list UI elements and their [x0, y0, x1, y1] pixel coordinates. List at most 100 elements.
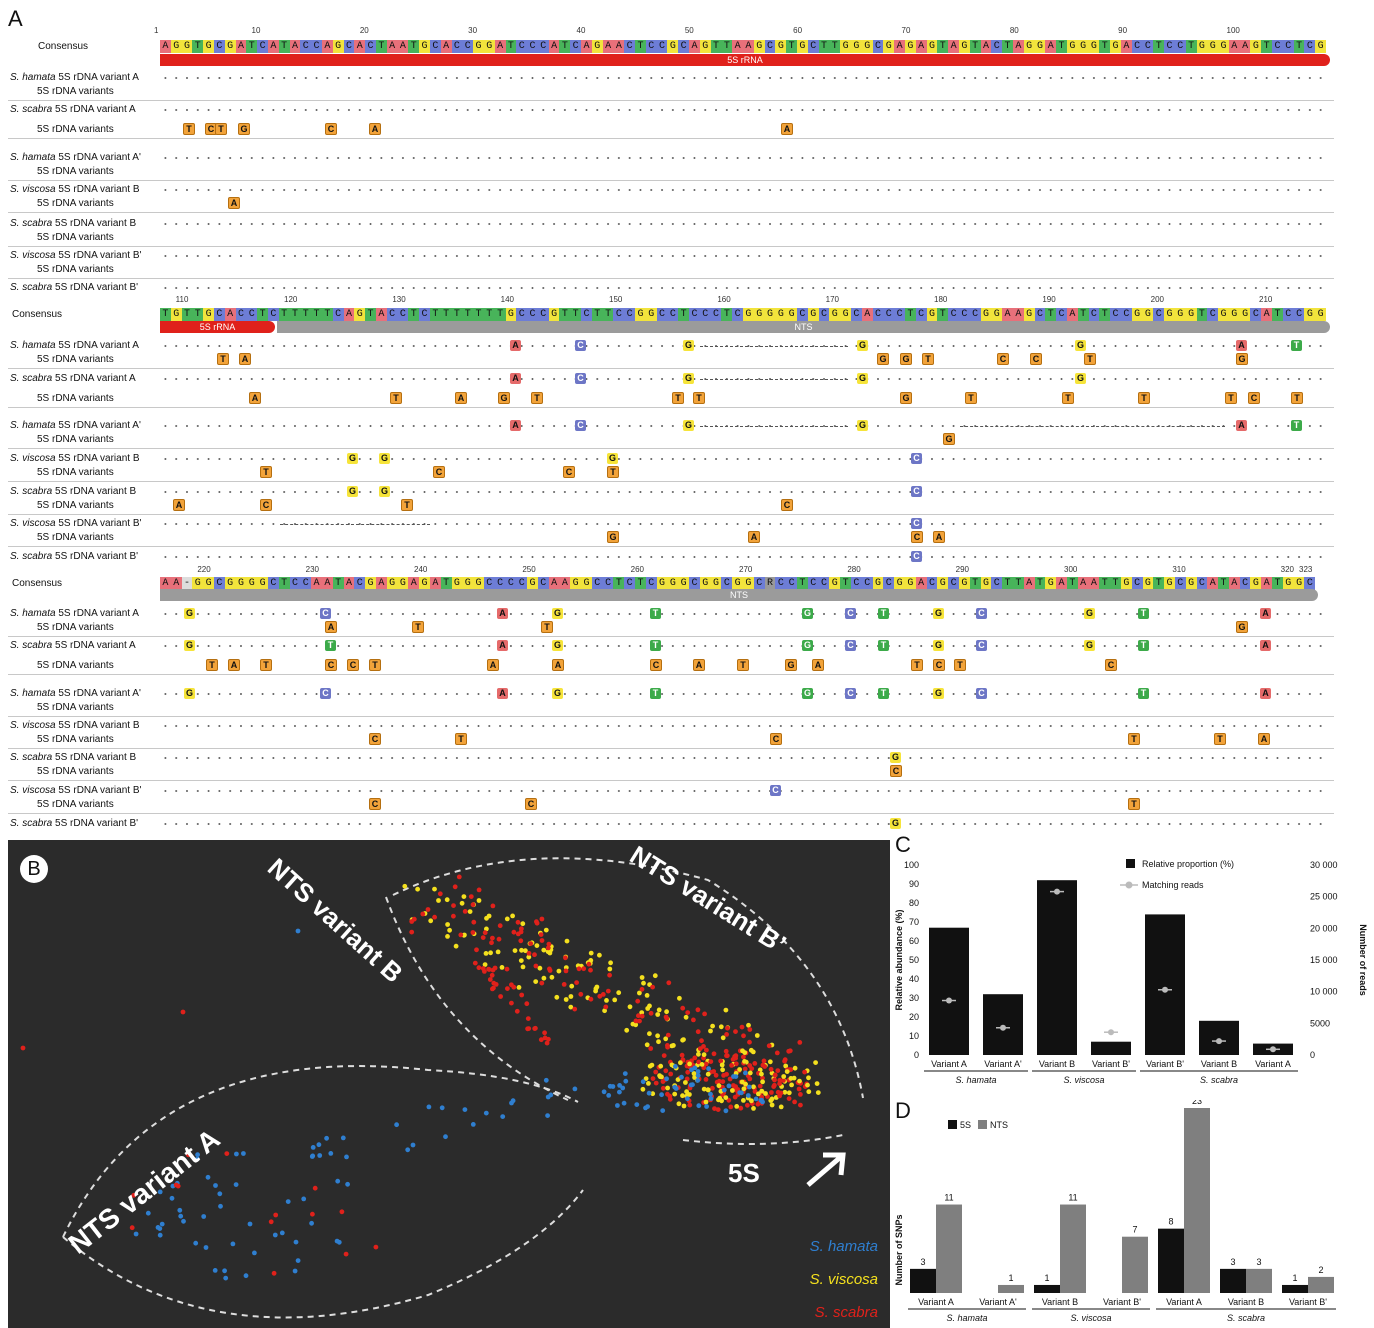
viscosa-node	[646, 1081, 651, 1086]
hamata-node	[145, 1210, 151, 1216]
scabra-node	[769, 1090, 774, 1095]
row-divider	[8, 246, 1334, 247]
sequence-row-label: S. hamata 5S rDNA variant A'	[10, 152, 141, 163]
scabra-node	[498, 994, 503, 999]
viscosa-node	[484, 915, 489, 921]
hamata-node	[340, 1135, 346, 1141]
ruler-tick: 50	[684, 26, 694, 35]
consensus-snp-mark: A	[497, 608, 508, 619]
row-divider	[8, 138, 1334, 139]
snp-bar	[1034, 1284, 1060, 1293]
scabra-node	[723, 1048, 729, 1054]
scabra-node	[766, 1043, 772, 1049]
hamata-node	[601, 1089, 607, 1095]
ruler-tick: 90	[1118, 26, 1128, 35]
viscosa-node	[680, 1093, 685, 1099]
scabra-node	[511, 929, 517, 935]
scabra-node	[572, 1006, 578, 1012]
ruler-tick: 70	[901, 26, 911, 35]
scabra-node	[563, 955, 568, 961]
viscosa-node	[444, 897, 450, 903]
scabra-node	[715, 1107, 721, 1112]
hamata-node	[394, 1122, 399, 1128]
scabra-node	[588, 996, 594, 1002]
viscosa-node	[533, 979, 539, 984]
scabra-node	[224, 1151, 230, 1156]
variant-snp-mark: T	[1128, 733, 1140, 745]
hamata-node	[157, 1226, 163, 1231]
scabra-node	[515, 919, 521, 925]
y2-tick-label: 30 000	[1310, 860, 1338, 870]
scabra-node	[777, 1093, 782, 1099]
consensus-snp-mark: A	[1236, 340, 1247, 351]
viscosa-node	[672, 1091, 678, 1097]
variant-snp-mark: C	[325, 123, 337, 135]
viscosa-node	[436, 898, 441, 903]
hamata-node	[622, 1071, 628, 1076]
gap-dash	[700, 426, 848, 428]
bar-value-label: 11	[944, 1193, 953, 1203]
hamata-node	[745, 1093, 751, 1098]
x-tick-label: Variant A	[918, 1297, 954, 1307]
viscosa-node	[751, 1106, 756, 1111]
hamata-node	[443, 1134, 448, 1140]
variant-snp-mark: A	[487, 659, 499, 671]
hamata-node	[462, 1107, 468, 1112]
viscosa-node	[813, 1060, 818, 1065]
hamata-node	[295, 1258, 301, 1263]
ruler-tick: 110	[175, 295, 189, 304]
hamata-node	[328, 1151, 334, 1156]
y-tick-label: 100	[904, 860, 919, 870]
consensus-snp-mark: G	[552, 640, 563, 651]
variant-snp-mark: T	[607, 466, 619, 478]
ruler-tick: 320	[1280, 565, 1295, 574]
row-divider	[8, 636, 1334, 637]
consensus-snp-mark: A	[1260, 688, 1271, 699]
bar-value-label: 3	[920, 1257, 925, 1267]
hamata-node	[696, 1103, 702, 1109]
viscosa-node	[705, 1071, 711, 1077]
scabra-node	[480, 935, 486, 940]
hamata-node	[743, 1070, 748, 1076]
hamata-node	[483, 1110, 489, 1116]
viscosa-node	[739, 1079, 745, 1085]
viscosa-node	[563, 997, 569, 1002]
legend-swatch	[1126, 859, 1135, 868]
viscosa-node	[655, 1033, 660, 1039]
hamata-node	[548, 1092, 554, 1098]
scabra-node	[185, 1152, 191, 1158]
variant-snp-mark: T	[1214, 733, 1226, 745]
viscosa-node	[655, 1012, 661, 1017]
snp-bar	[936, 1204, 962, 1293]
scabra-node	[542, 1035, 548, 1041]
viscosa-node	[716, 1083, 722, 1089]
hamata-node	[692, 1065, 698, 1071]
ruler-tick: 1	[154, 26, 159, 35]
hamata-node	[739, 1090, 744, 1096]
group-label: S. hamata	[955, 1075, 996, 1085]
y-tick-label: 60	[909, 936, 919, 946]
viscosa-node	[607, 966, 613, 972]
viscosa-node	[608, 960, 613, 966]
hamata-node	[723, 1108, 729, 1114]
viscosa-node	[534, 943, 540, 948]
consensus-snp-mark: G	[379, 486, 390, 497]
sequence-row-label: S. viscosa 5S rDNA variant B'	[10, 518, 142, 529]
hamata-node	[673, 1064, 678, 1069]
variant-snp-mark: C	[325, 659, 337, 671]
bar-value-label: 3	[1256, 1257, 1261, 1267]
scabra-node	[312, 1185, 318, 1191]
variant-snp-mark: C	[260, 499, 272, 511]
viscosa-node	[680, 1037, 685, 1043]
scabra-node	[738, 1105, 744, 1111]
variants-label: 5S rDNA variants	[37, 393, 114, 404]
scabra-node	[650, 1076, 656, 1081]
consensus-label: Consensus	[12, 309, 63, 320]
hamata-node	[177, 1207, 183, 1213]
match-dots	[160, 188, 1330, 192]
viscosa-node	[547, 950, 553, 956]
gap-dash	[280, 524, 430, 526]
viscosa-node	[523, 948, 528, 954]
bar-value-label: 1	[1008, 1273, 1013, 1283]
viscosa-node	[504, 916, 510, 922]
